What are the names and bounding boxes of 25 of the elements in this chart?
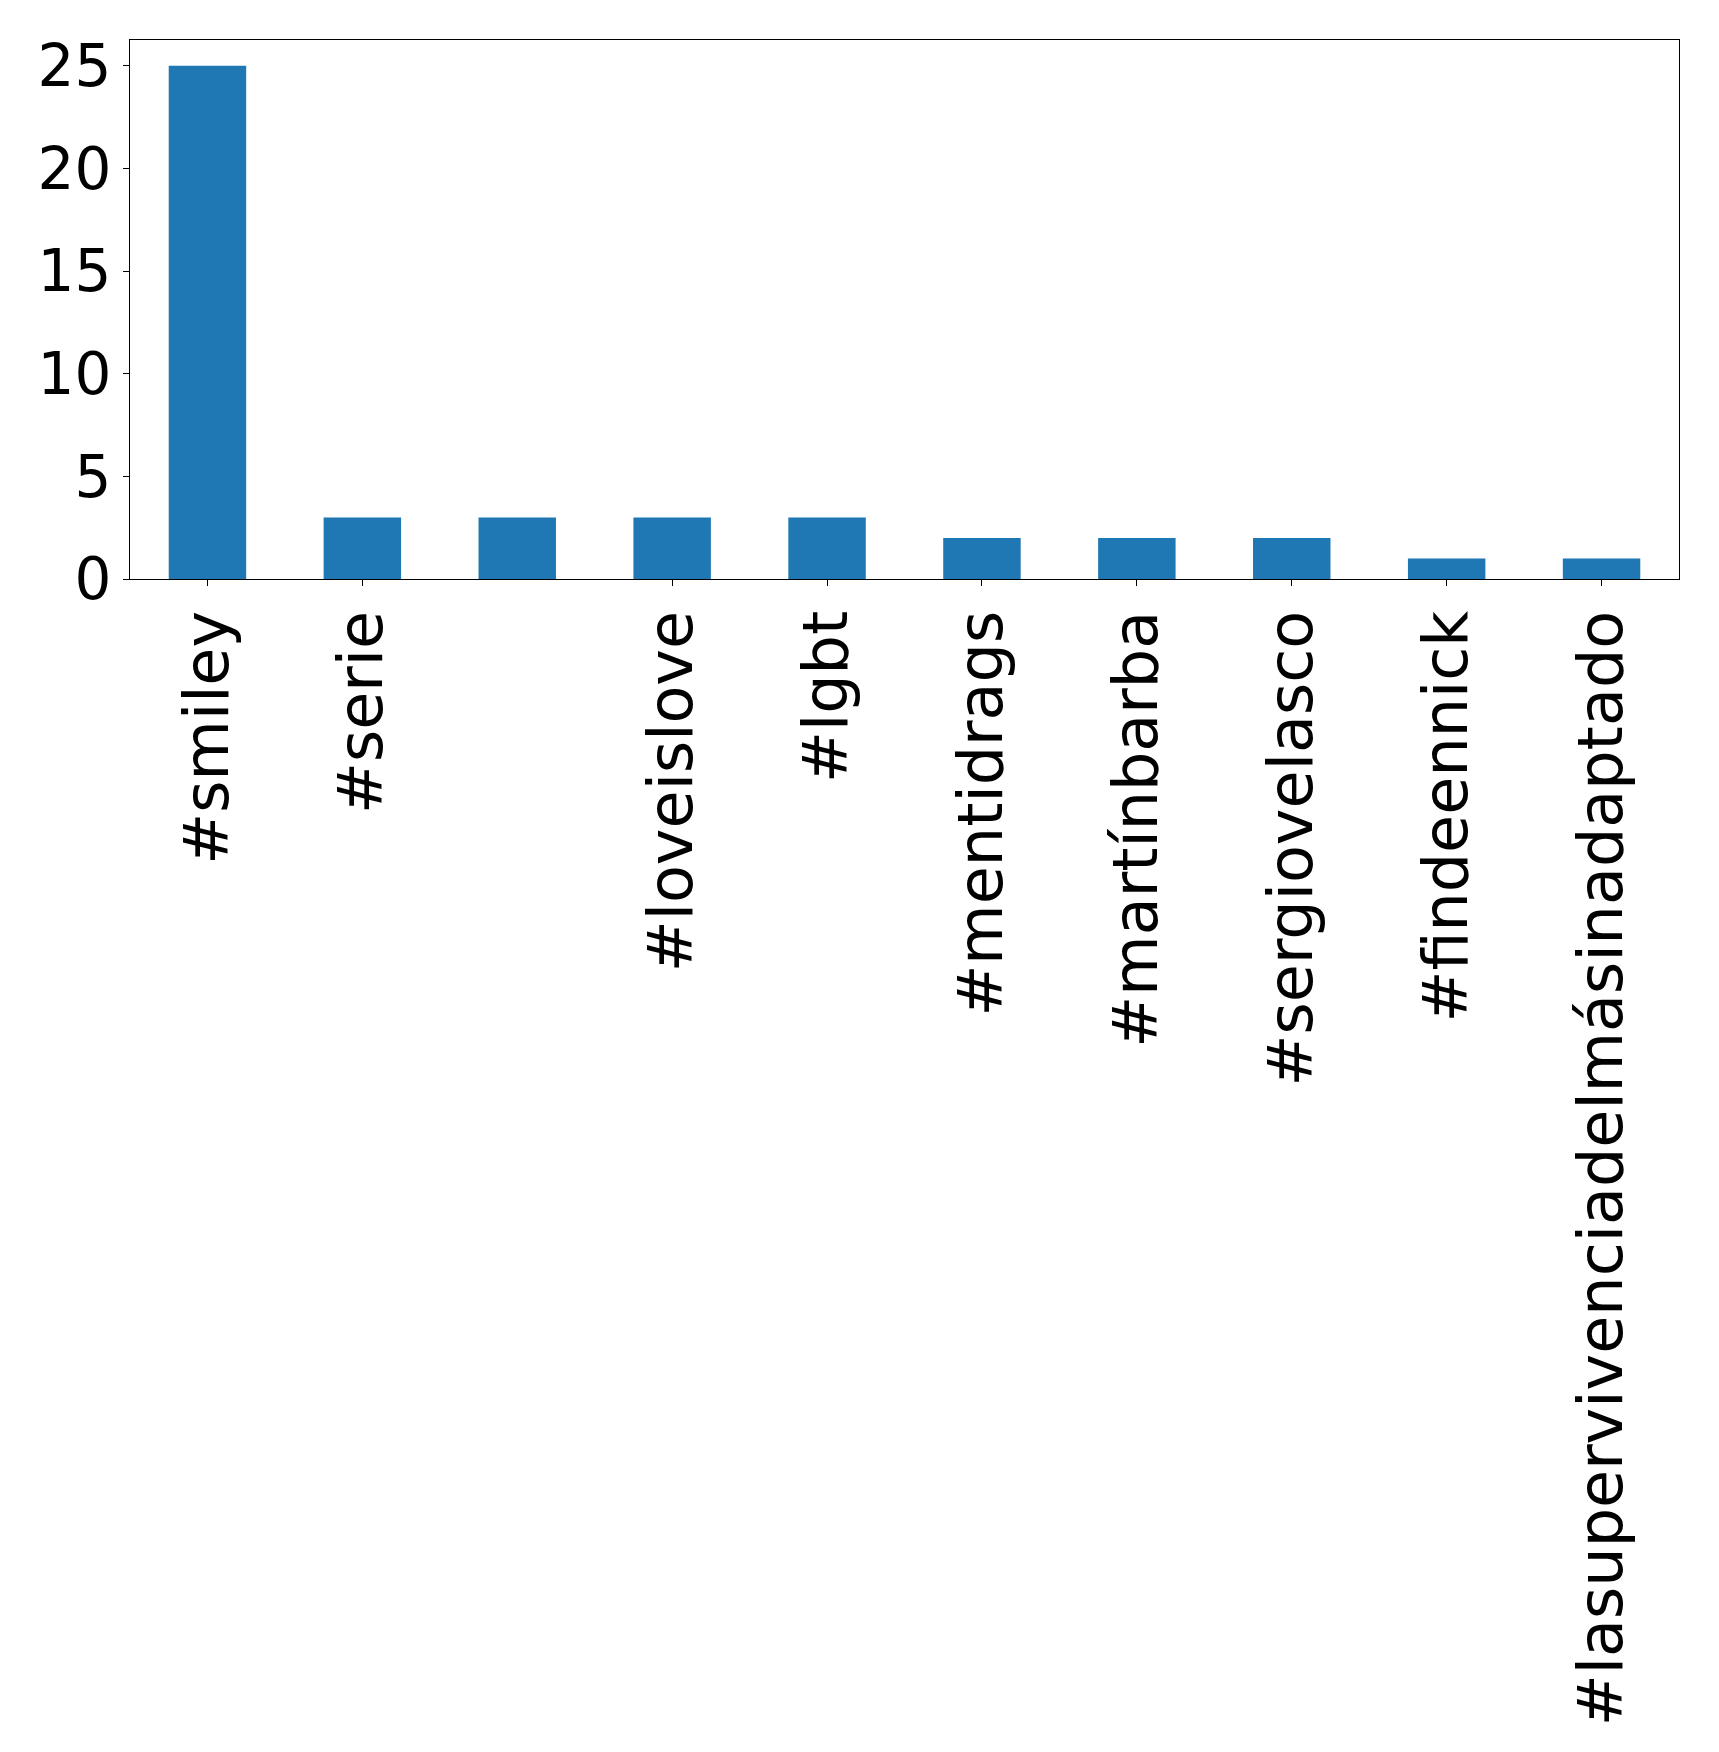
x-tick-label: #sergiovelasco xyxy=(1253,610,1327,1087)
bar xyxy=(323,517,402,579)
bar xyxy=(1098,537,1176,579)
bar xyxy=(633,517,711,579)
x-tick-label: #mentidrags xyxy=(944,610,1018,1017)
x-tick-label: #findeennick xyxy=(1408,610,1482,1023)
x-tick-label: #lasupervivenciadelmásinadaptado xyxy=(1563,610,1637,1727)
bar xyxy=(478,517,556,579)
bar xyxy=(168,65,247,579)
x-tick-label: #serie xyxy=(324,610,398,815)
y-tick-label: 15 xyxy=(37,237,112,306)
y-tick-label: 25 xyxy=(37,31,112,100)
bar xyxy=(788,517,866,579)
bar xyxy=(1562,558,1641,579)
bar xyxy=(1253,537,1331,579)
x-tick-label: #loveislove xyxy=(634,610,708,973)
x-tick-label: #lgbt xyxy=(789,610,863,783)
y-tick-label: 10 xyxy=(37,339,112,408)
y-tick-label: 0 xyxy=(74,545,112,614)
y-tick-label: 5 xyxy=(74,442,112,511)
bar xyxy=(1407,558,1486,579)
bar xyxy=(943,537,1021,579)
x-tick-label: #smiley xyxy=(169,610,243,865)
y-tick-label: 20 xyxy=(37,134,112,203)
x-tick-label: #martínbarba xyxy=(1099,610,1172,1048)
